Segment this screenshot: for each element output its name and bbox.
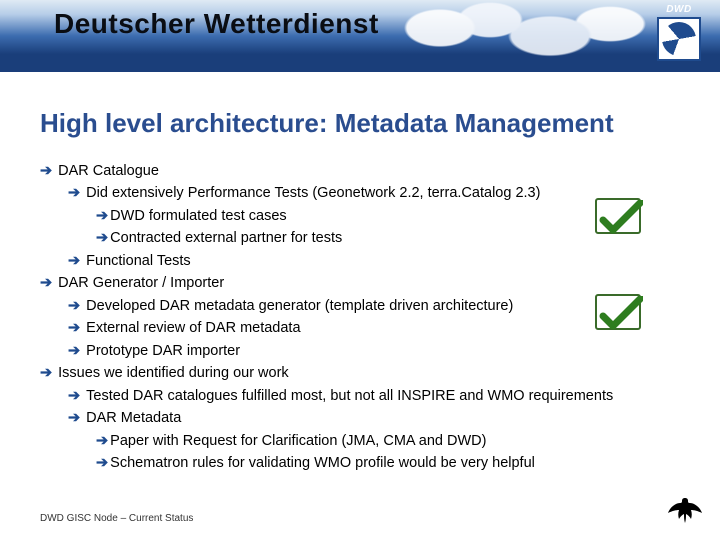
arrow-icon: ➔ (96, 230, 108, 246)
arrow-icon: ➔ (40, 275, 52, 291)
arrow-icon: ➔ (68, 185, 80, 201)
footer-text: DWD GISC Node – Current Status (40, 513, 193, 524)
list-item: ➔ DAR Generator / Importer (40, 272, 680, 294)
bullet-text: Paper with Request for Clarification (JM… (110, 433, 486, 449)
bullet-text: Schematron rules for validating WMO prof… (110, 455, 535, 471)
list-item: ➔ Did extensively Performance Tests (Geon… (40, 182, 680, 204)
arrow-icon: ➔ (96, 208, 108, 224)
header-org-title: Deutscher Wetterdienst (54, 8, 379, 40)
slide-title: High level architecture: Metadata Manage… (40, 108, 614, 139)
list-item: ➔DWD formulated test cases (40, 205, 680, 227)
bullet-list: ➔ DAR Catalogue ➔ Did extensively Performa… (40, 160, 680, 475)
bullet-text: Contracted external partner for tests (110, 230, 342, 246)
list-item: ➔ Functional Tests (40, 250, 680, 272)
arrow-icon: ➔ (68, 298, 80, 314)
slide-root: Deutscher Wetterdienst DWD High level ar… (0, 0, 720, 540)
list-item: ➔ Tested DAR catalogues fulfilled most, b… (40, 385, 680, 407)
list-item: ➔ DAR Metadata (40, 407, 680, 429)
list-item: ➔ Issues we identified during our work (40, 362, 680, 384)
list-item: ➔ Prototype DAR importer (40, 340, 680, 362)
arrow-icon: ➔ (68, 343, 80, 359)
list-item: ➔ External review of DAR metadata (40, 317, 680, 339)
arrow-icon: ➔ (68, 253, 80, 269)
dwd-logo: DWD (650, 4, 708, 61)
bullet-text: Functional Tests (86, 253, 191, 269)
bullet-text: External review of DAR metadata (86, 320, 300, 336)
list-item: ➔ Developed DAR metadata generator (templ… (40, 295, 680, 317)
arrow-icon: ➔ (40, 163, 52, 179)
bullet-text: DAR Generator / Importer (58, 275, 224, 291)
list-item: ➔Paper with Request for Clarification (J… (40, 430, 680, 452)
arrow-icon: ➔ (68, 320, 80, 336)
content-area: ➔ DAR Catalogue ➔ Did extensively Performa… (40, 160, 680, 475)
bullet-text: Developed DAR metadata generator (templa… (86, 298, 513, 314)
bullet-text: DAR Metadata (86, 410, 181, 426)
list-item: ➔ DAR Catalogue (40, 160, 680, 182)
checkmark-icon (595, 198, 641, 234)
bullet-text: Prototype DAR importer (86, 343, 240, 359)
header-bar: Deutscher Wetterdienst DWD (0, 0, 720, 72)
arrow-icon: ➔ (96, 455, 108, 471)
header-clouds (380, 0, 660, 72)
arrow-icon: ➔ (68, 388, 80, 404)
bullet-text: DAR Catalogue (58, 163, 159, 179)
arrow-icon: ➔ (40, 365, 52, 381)
eagle-icon (664, 492, 706, 534)
bullet-text: DWD formulated test cases (110, 208, 286, 224)
list-item: ➔Schematron rules for validating WMO pro… (40, 452, 680, 474)
bullet-text: Did extensively Performance Tests (Geone… (86, 185, 540, 201)
arrow-icon: ➔ (68, 410, 80, 426)
checkmark-icon (595, 294, 641, 330)
dwd-logo-swirl-icon (657, 17, 701, 61)
bullet-text: Issues we identified during our work (58, 365, 289, 381)
bullet-text: Tested DAR catalogues fulfilled most, bu… (86, 388, 613, 404)
list-item: ➔Contracted external partner for tests (40, 227, 680, 249)
arrow-icon: ➔ (96, 433, 108, 449)
dwd-logo-text: DWD (650, 4, 708, 15)
